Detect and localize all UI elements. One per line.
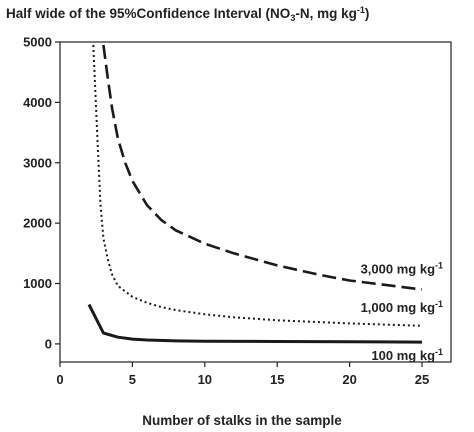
x-tick-label: 25	[415, 372, 429, 387]
series-label-3-000-mg-kg-1: 3,000 mg kg-1	[361, 261, 443, 277]
series-line-1-000-mg-kg-1	[92, 44, 423, 327]
y-tick-label: 0	[45, 336, 52, 351]
series-label-100-mg-kg-1: 100 mg kg-1	[371, 347, 443, 363]
series-line-100-mg-kg-1	[87, 303, 423, 344]
series-label-superscript: -1	[435, 347, 443, 357]
x-tick-label: 0	[56, 372, 63, 387]
x-tick-label: 10	[198, 372, 212, 387]
x-tick-label: 15	[270, 372, 284, 387]
y-tick-label: 4000	[23, 95, 52, 110]
x-tick-label: 5	[129, 372, 136, 387]
chart-title-part-1: Half wide of the 95%Confidence Interval …	[6, 6, 290, 21]
x-axis-label: Number of stalks in the sample	[142, 413, 342, 428]
series-lines	[87, 44, 423, 344]
chart-title-part-3: )	[365, 6, 370, 21]
y-tick-label: 1000	[23, 276, 52, 291]
series-label-superscript: -1	[435, 261, 443, 271]
series-label-1-000-mg-kg-1: 1,000 mg kg-1	[361, 299, 443, 315]
series-label-text: 1,000 mg kg	[361, 300, 435, 315]
chart-title-part-2: -N, mg kg	[295, 6, 357, 21]
chart-title-subscript: 3	[290, 13, 295, 23]
x-tick-label: 20	[342, 372, 356, 387]
series-line-3-000-mg-kg-1	[102, 44, 423, 291]
y-tick-label: 3000	[23, 155, 52, 170]
series-label-text: 3,000 mg kg	[361, 262, 435, 277]
y-tick-label: 5000	[23, 35, 52, 50]
y-tick-label: 2000	[23, 216, 52, 231]
axes: 0 1000 2000 3000 4000 5000 0 5 10 15 20 25	[23, 35, 452, 387]
series-label-text: 100 mg kg	[371, 348, 435, 363]
plot-frame	[59, 41, 452, 363]
series-label-superscript: -1	[435, 299, 443, 309]
chart-title-superscript: -1	[357, 5, 365, 15]
chart-title: Half wide of the 95%Confidence Interval …	[6, 5, 369, 23]
